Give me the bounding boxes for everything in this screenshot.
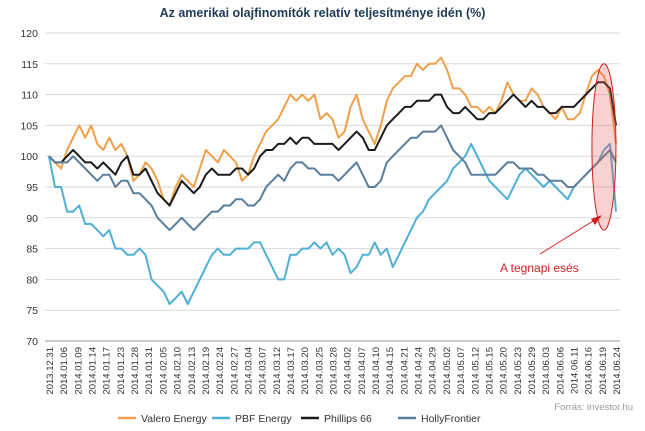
x-tick-label: 2014.05.29 xyxy=(527,347,538,395)
legend-entry: Valero Energy xyxy=(141,413,208,425)
legend-entry: PBF Energy xyxy=(235,413,292,425)
x-tick-label: 2014.03.25 xyxy=(314,347,325,395)
y-tick-label: 80 xyxy=(26,274,38,286)
x-tick-label: 2014.02.27 xyxy=(229,347,240,395)
y-axis: 70 75 80 85 90 95 100 105 110 115 120 xyxy=(20,28,38,348)
x-tick-label: 2014.06.11 xyxy=(569,347,580,394)
x-tick-label: 2014.02.10 xyxy=(173,347,184,395)
gridlines xyxy=(45,32,620,342)
x-tick-label: 2014.06.19 xyxy=(598,347,609,395)
x-tick-label: 2014.03.07 xyxy=(258,347,269,395)
x-tick-label: 2014.05.15 xyxy=(484,347,495,395)
x-tick-label: 2014.03.20 xyxy=(300,347,311,395)
x-tick-label: 2014.01.17 xyxy=(102,347,113,395)
series-lines xyxy=(48,56,617,305)
y-tick-label: 120 xyxy=(20,28,38,40)
series-line xyxy=(48,81,617,207)
x-tick-label: 2014.02.24 xyxy=(215,347,226,395)
x-tick-label: 2014.02.13 xyxy=(187,347,198,395)
y-tick-label: 85 xyxy=(26,244,38,256)
x-tick-label: 2014.02.19 xyxy=(201,347,212,395)
y-tick-label: 110 xyxy=(21,90,38,102)
x-tick-label: 2014.03.12 xyxy=(272,347,283,395)
legend-entry: HollyFrontier xyxy=(421,413,481,425)
x-tick-label: 2013.12.31 xyxy=(45,347,56,395)
source-note: Forrás: investor.hu xyxy=(554,402,633,413)
highlight-ellipse xyxy=(591,63,617,231)
y-tick-label: 105 xyxy=(20,120,38,132)
legend-entry: Phillips 66 xyxy=(324,413,372,425)
series-line xyxy=(48,56,617,207)
x-tick-label: 2014.03.17 xyxy=(286,347,297,395)
x-tick-label: 2014.01.06 xyxy=(59,347,70,395)
x-tick-label: 2014.01.31 xyxy=(144,347,155,395)
x-tick-label: 2014.04.15 xyxy=(385,347,396,395)
x-tick-label: 2014.04.21 xyxy=(399,347,410,395)
annotation: A tegnapi esés xyxy=(500,63,617,275)
x-tick-label: 2014.01.28 xyxy=(130,347,141,395)
x-tick-label: 2014.06.06 xyxy=(555,347,566,395)
y-tick-label: 100 xyxy=(20,151,38,163)
x-tick-label: 2014.01.14 xyxy=(88,347,99,395)
y-tick-label: 115 xyxy=(21,59,38,71)
annotation-arrow-head xyxy=(591,215,602,225)
x-tick-label: 2014.01.23 xyxy=(116,347,127,395)
y-tick-label: 90 xyxy=(26,213,38,225)
x-tick-label: 2014.06.03 xyxy=(541,347,552,395)
y-tick-label: 95 xyxy=(26,182,38,194)
x-tick-label: 2014.05.20 xyxy=(499,347,510,395)
x-tick-label: 2014.02.05 xyxy=(158,347,169,395)
annotation-arrow-line xyxy=(539,217,599,255)
y-tick-label: 75 xyxy=(26,305,38,317)
legend: Valero Energy PBF Energy Phillips 66 HollyF… xyxy=(118,413,481,425)
x-tick-label: 2014.01.09 xyxy=(73,347,84,395)
x-tick-label: 2014.04.02 xyxy=(343,347,354,395)
x-tick-label: 2014.03.28 xyxy=(329,347,340,395)
x-tick-label: 2014.04.10 xyxy=(371,347,382,395)
x-axis: 2013.12.31 2014.01.06 2014.01.09 2014.01.14… xyxy=(45,347,623,395)
x-tick-label: 2014.04.07 xyxy=(357,347,368,395)
x-tick-label: 2014.05.07 xyxy=(456,347,467,395)
series-line xyxy=(48,124,617,232)
x-tick-label: 2014.04.29 xyxy=(428,347,439,395)
x-tick-label: 2014.03.04 xyxy=(243,347,254,395)
x-tick-label: 2014.04.24 xyxy=(414,347,425,395)
y-tick-label: 70 xyxy=(26,336,38,348)
chart-title: Az amerikai olajfinomítók relatív teljes… xyxy=(159,6,486,20)
x-tick-label: 2014.06.16 xyxy=(584,347,595,395)
annotation-label: A tegnapi esés xyxy=(500,261,579,275)
x-tick-label: 2014.05.23 xyxy=(513,347,524,395)
x-tick-label: 2014.06.24 xyxy=(612,347,623,395)
x-tick-label: 2014.05.02 xyxy=(442,347,453,395)
series-line xyxy=(48,142,617,305)
x-tick-label: 2014.05.12 xyxy=(470,347,481,395)
